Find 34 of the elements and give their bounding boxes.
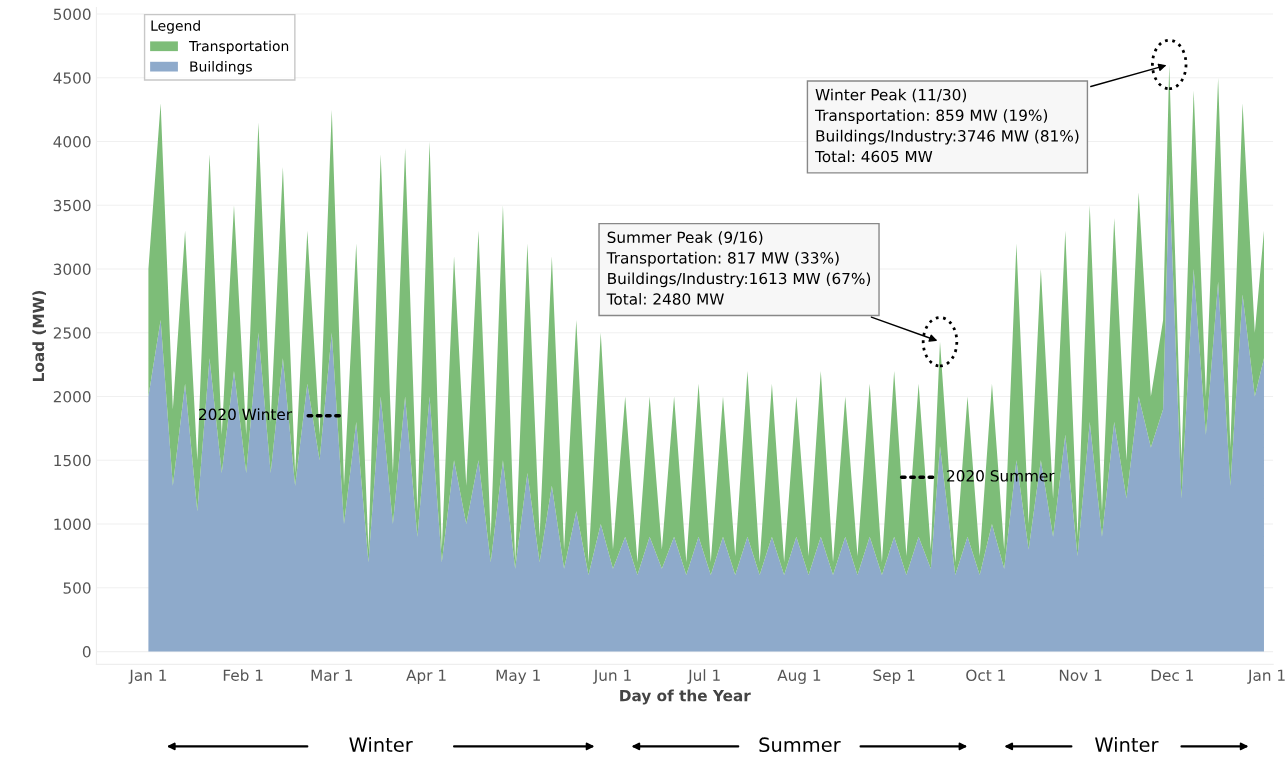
y-axis-title: Load (MW) bbox=[32, 290, 46, 381]
text: Winter bbox=[349, 736, 413, 753]
y-tick-label: 5000 bbox=[53, 8, 91, 21]
x-tick-label: Dec 1 bbox=[1151, 669, 1193, 682]
y-tick-label: 0 bbox=[82, 646, 91, 658]
y-tick-label: 2000 bbox=[53, 391, 91, 403]
y-tick-label: 4500 bbox=[53, 72, 91, 84]
x-tick-label: Aug 1 bbox=[777, 669, 821, 684]
legend-label: Transportation bbox=[188, 40, 289, 55]
annotation: Winter Peak (11/30) Transportation: 859 MW (19%) Buildings/Industry:3746 MW (81%) Total: 4605 MW bbox=[815, 88, 1079, 163]
x-axis-title: Day of the Year bbox=[620, 689, 751, 705]
y-tick-label: 1000 bbox=[54, 518, 91, 531]
annotation: Summer Peak (9/16) Transportation: 817 MW (33%) Buildings/Industry:1613 MW (67%) Total: 2480 MW bbox=[606, 231, 871, 305]
y-tick-label: 1500 bbox=[54, 454, 91, 467]
x-tick-label: May 1 bbox=[496, 669, 540, 684]
y-tick-label: 4000 bbox=[53, 136, 91, 148]
x-tick-label: Jan 1 bbox=[128, 669, 167, 684]
x-tick-label: Feb 1 bbox=[223, 669, 263, 682]
x-tick-label: Sep 1 bbox=[873, 669, 915, 684]
x-tick-label: Jul 1 bbox=[687, 669, 720, 684]
x-tick-label: Mar 1 bbox=[311, 669, 353, 682]
x-tick-label: Oct 1 bbox=[966, 669, 1005, 682]
x-tick-label: Jan 1 bbox=[1247, 669, 1285, 684]
y-tick-label: 3000 bbox=[53, 263, 91, 276]
text: Summer bbox=[759, 737, 841, 753]
text: Winter bbox=[1095, 736, 1159, 753]
y-tick-label: 3500 bbox=[53, 199, 91, 212]
x-tick-label: Apr 1 bbox=[406, 669, 446, 684]
y-tick-label: 2500 bbox=[53, 327, 91, 339]
y-tick-label: 500 bbox=[63, 582, 91, 594]
legend-title: Legend bbox=[151, 20, 200, 34]
x-tick-label: Jun 1 bbox=[592, 669, 631, 684]
legend-label: Buildings bbox=[190, 60, 252, 75]
x-tick-label: Nov 1 bbox=[1059, 669, 1102, 682]
